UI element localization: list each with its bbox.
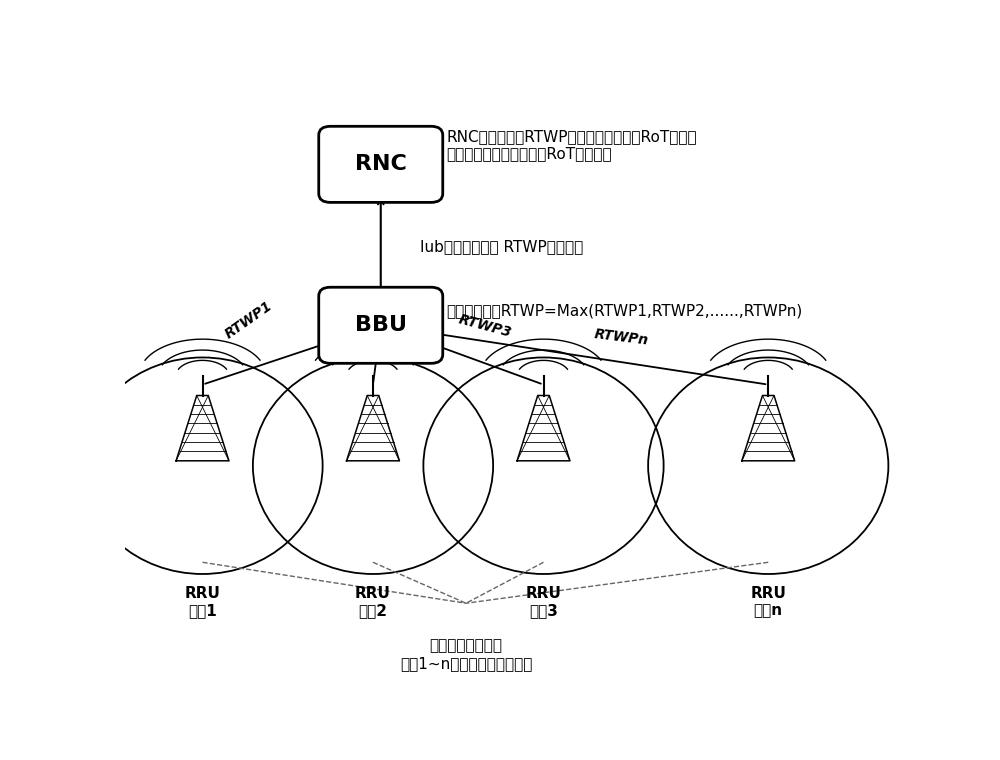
FancyBboxPatch shape	[319, 287, 443, 363]
Text: 基带侧计算，RTWP=Max(RTWP1,RTWP2,......,RTWPn): 基带侧计算，RTWP=Max(RTWP1,RTWP2,......,RTWPn)	[447, 303, 803, 318]
Text: RRU
扇区1: RRU 扇区1	[185, 586, 220, 618]
Text: RTWP3: RTWP3	[457, 312, 514, 340]
Text: BBU: BBU	[355, 315, 407, 335]
Text: RNC根据上报的RTWP计算该逻辑小区的RoT，该逻
辑小区包含的所有扇区的RoT都相同。: RNC根据上报的RTWP计算该逻辑小区的RoT，该逻 辑小区包含的所有扇区的Ro…	[447, 129, 697, 162]
Text: RRU
扇区3: RRU 扇区3	[526, 586, 561, 618]
Text: RRU
扇区2: RRU 扇区2	[355, 586, 391, 618]
Text: RTWPn: RTWPn	[593, 327, 649, 347]
Text: 同一个逻辑小区，
扇区1~n使用相同的下行扰码: 同一个逻辑小区， 扇区1~n使用相同的下行扰码	[400, 638, 532, 671]
Text: RRU
扇区n: RRU 扇区n	[750, 586, 786, 618]
Text: Iub标准接口上报 RTWP测量上报: Iub标准接口上报 RTWP测量上报	[420, 239, 583, 254]
Text: RNC: RNC	[355, 154, 407, 174]
Text: RTWP1: RTWP1	[223, 299, 275, 341]
FancyBboxPatch shape	[319, 126, 443, 202]
Text: RTWP2: RTWP2	[329, 304, 386, 336]
